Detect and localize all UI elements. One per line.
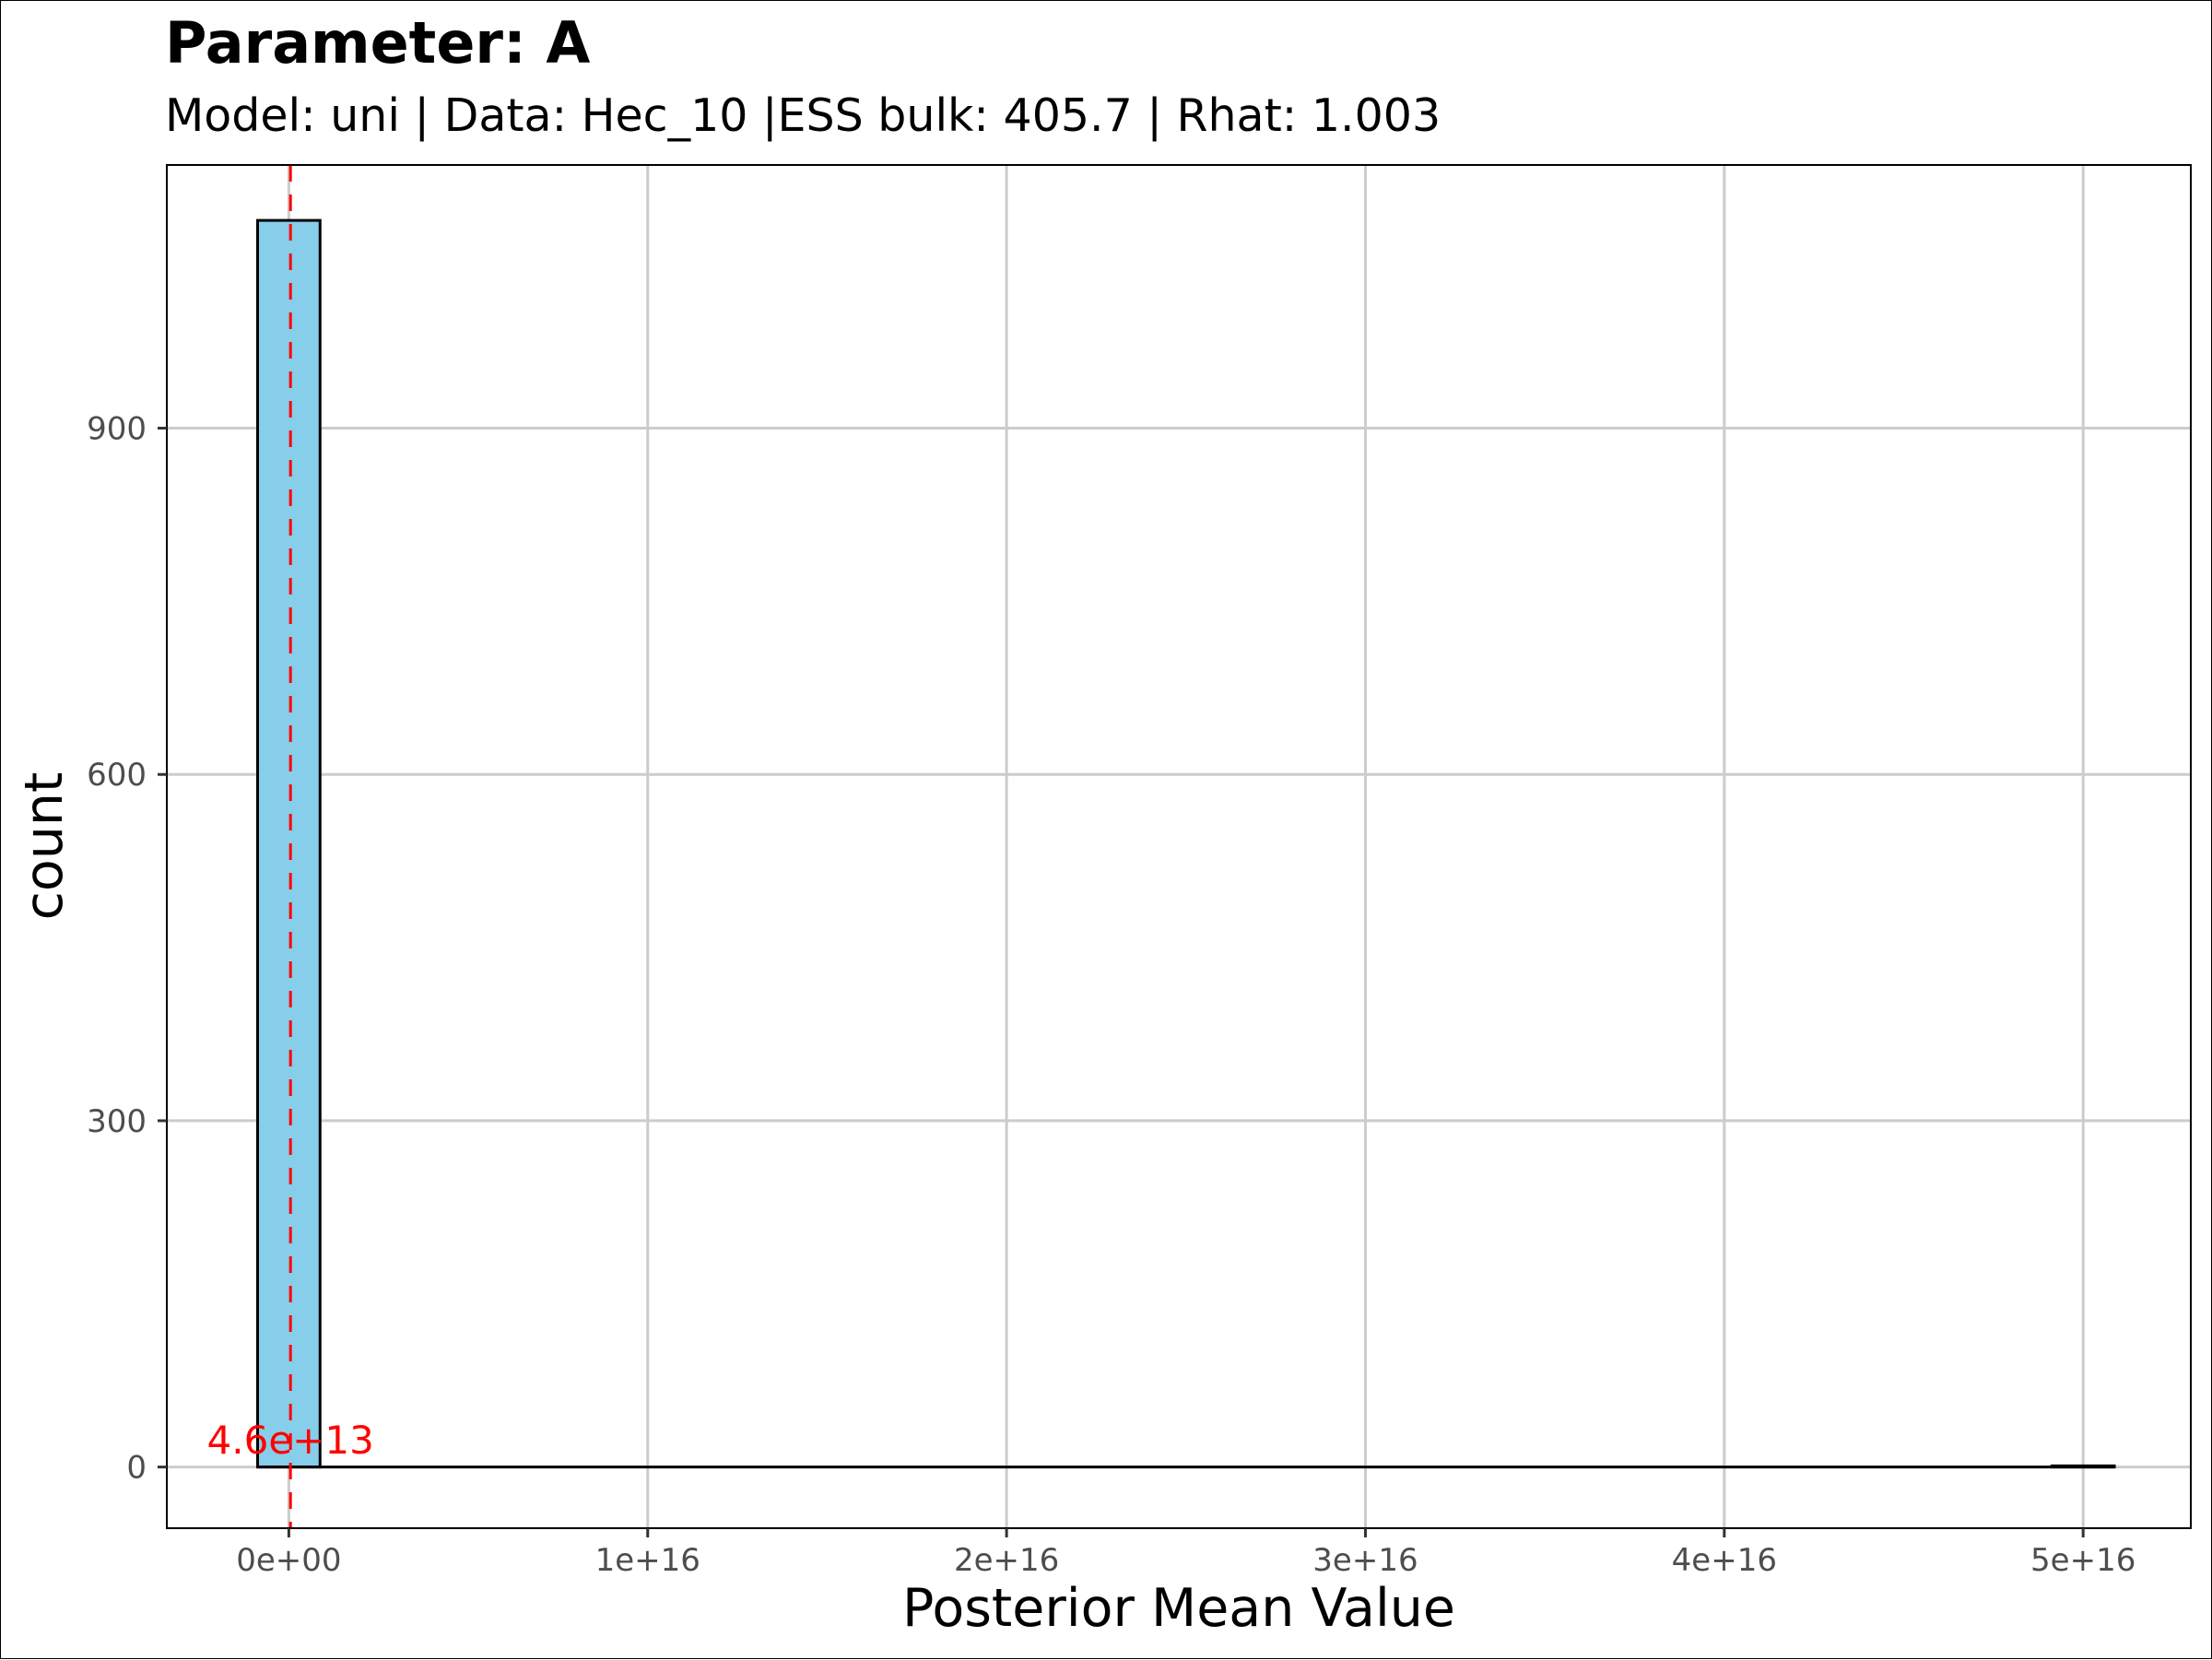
x-tick-label: 5e+16 [2030, 1542, 2136, 1579]
chart-title: Parameter: A [165, 9, 590, 77]
histogram-bar [256, 218, 322, 1469]
y-axis-title: count [14, 772, 75, 921]
reference-line-group: 4.6e+13 [207, 165, 374, 1528]
x-axis-title: Posterior Mean Value [902, 1578, 1455, 1639]
y-tick-label: 0 [126, 1450, 147, 1487]
x-tick-label: 3e+16 [1312, 1542, 1418, 1579]
chart-subtitle: Model: uni | Data: Hec_10 |ESS bulk: 405… [165, 89, 1441, 142]
plot-panel [167, 165, 2191, 1528]
x-tick-label: 2e+16 [954, 1542, 1059, 1579]
x-tick-label: 1e+16 [595, 1542, 700, 1579]
y-tick-label: 600 [87, 757, 147, 794]
x-tick-label: 0e+00 [236, 1542, 341, 1579]
axis-ticks: 0e+00 1e+16 2e+16 3e+16 4e+16 5e+16 0 300 600 900 [87, 411, 2136, 1579]
y-tick-label: 300 [87, 1103, 147, 1140]
x-tick-label: 4e+16 [1672, 1542, 1777, 1579]
histogram-bars [256, 218, 2116, 1469]
reference-line-label: 4.6e+13 [207, 1418, 374, 1463]
plot-panel-border [166, 164, 2192, 1529]
y-tick-label: 900 [87, 411, 147, 448]
